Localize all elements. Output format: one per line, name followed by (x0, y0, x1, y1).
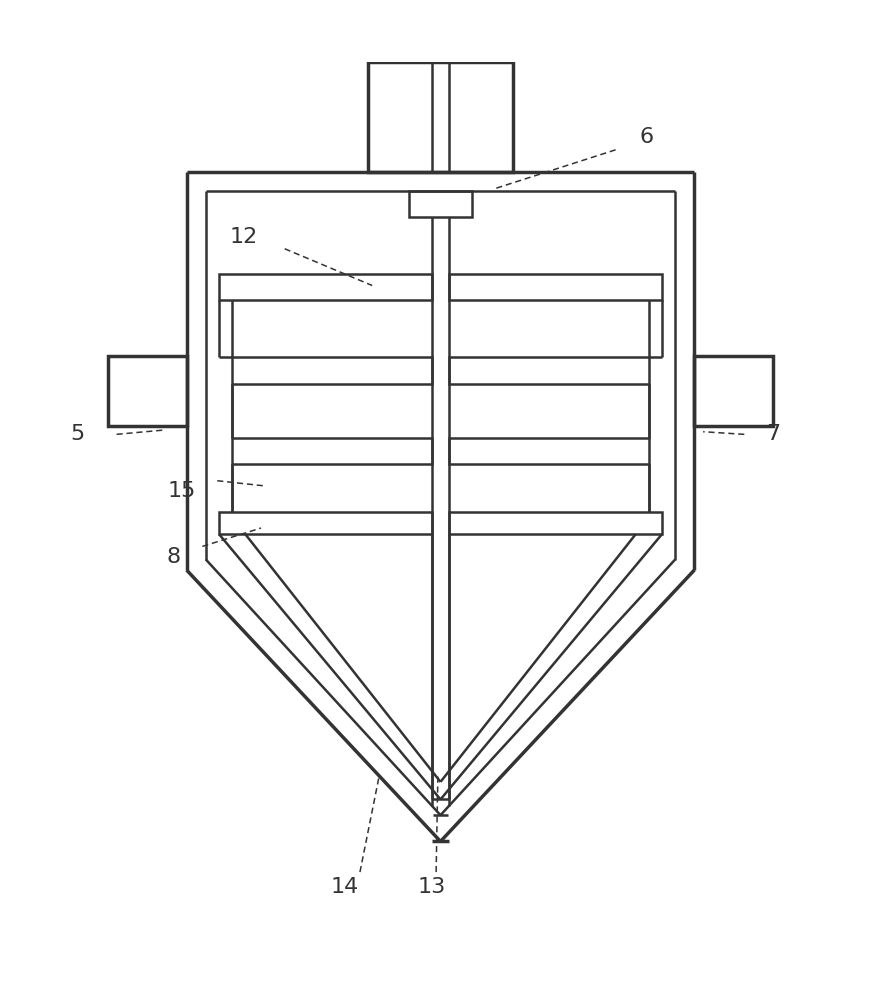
Bar (233, 357, 432, 384)
Bar (694, 356, 774, 426)
Text: 15: 15 (168, 481, 196, 501)
Bar (233, 438, 432, 464)
Text: 6: 6 (640, 127, 654, 147)
Bar (449, 274, 662, 300)
Bar (107, 356, 187, 426)
Bar (409, 191, 472, 217)
Text: 8: 8 (167, 547, 181, 567)
Bar (219, 512, 432, 534)
Bar (449, 357, 648, 384)
Bar (368, 62, 513, 172)
Bar (449, 512, 662, 534)
Text: 5: 5 (70, 424, 85, 444)
Text: 14: 14 (330, 877, 359, 897)
Text: 13: 13 (418, 877, 446, 897)
Bar (449, 438, 648, 464)
Text: 12: 12 (229, 227, 257, 247)
Bar (219, 274, 432, 300)
Text: 7: 7 (766, 424, 781, 444)
